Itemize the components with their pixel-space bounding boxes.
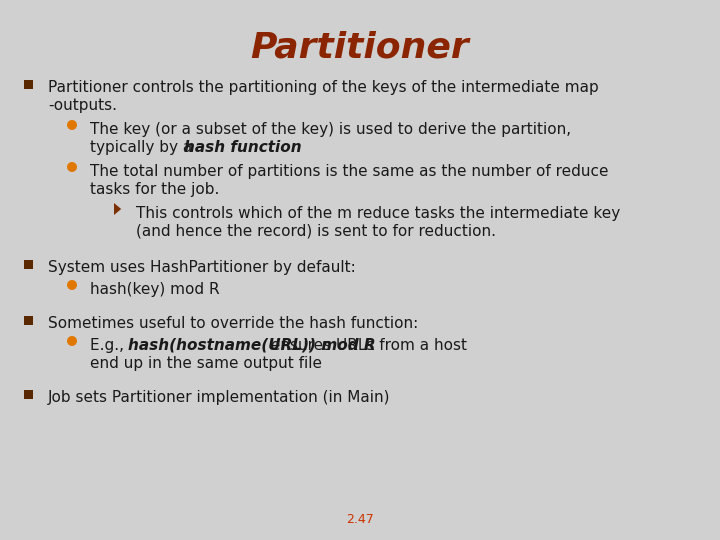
- Circle shape: [67, 336, 77, 346]
- Circle shape: [67, 162, 77, 172]
- Text: tasks for the job.: tasks for the job.: [90, 182, 220, 197]
- Text: E.g.,: E.g.,: [90, 338, 129, 353]
- Text: Partitioner: Partitioner: [251, 30, 469, 64]
- Text: The total number of partitions is the same as the number of reduce: The total number of partitions is the sa…: [90, 164, 608, 179]
- Text: Partitioner controls the partitioning of the keys of the intermediate map: Partitioner controls the partitioning of…: [48, 80, 599, 95]
- Text: hash(key) mod R: hash(key) mod R: [90, 282, 220, 297]
- Text: hash function: hash function: [184, 140, 302, 155]
- Text: -outputs.: -outputs.: [48, 98, 117, 113]
- Text: 2.47: 2.47: [346, 513, 374, 526]
- Text: The key (or a subset of the key) is used to derive the partition,: The key (or a subset of the key) is used…: [90, 122, 571, 137]
- Text: (and hence the record) is sent to for reduction.: (and hence the record) is sent to for re…: [136, 224, 496, 239]
- Bar: [24, 79, 32, 89]
- Bar: [24, 260, 32, 268]
- Circle shape: [67, 280, 77, 290]
- Circle shape: [67, 120, 77, 130]
- Text: Sometimes useful to override the hash function:: Sometimes useful to override the hash fu…: [48, 316, 418, 331]
- Text: This controls which of the m reduce tasks the intermediate key: This controls which of the m reduce task…: [136, 206, 620, 221]
- Text: Job sets Partitioner implementation (in Main): Job sets Partitioner implementation (in …: [48, 390, 390, 405]
- Text: hash(hostname(URL)) mod R: hash(hostname(URL)) mod R: [128, 338, 375, 353]
- Polygon shape: [114, 203, 121, 215]
- Text: ensures URLs from a host: ensures URLs from a host: [266, 338, 467, 353]
- Text: typically by a: typically by a: [90, 140, 197, 155]
- Text: .: .: [260, 140, 265, 155]
- Bar: [24, 315, 32, 325]
- Text: end up in the same output file: end up in the same output file: [90, 356, 322, 371]
- Bar: [24, 389, 32, 399]
- Text: System uses HashPartitioner by default:: System uses HashPartitioner by default:: [48, 260, 356, 275]
